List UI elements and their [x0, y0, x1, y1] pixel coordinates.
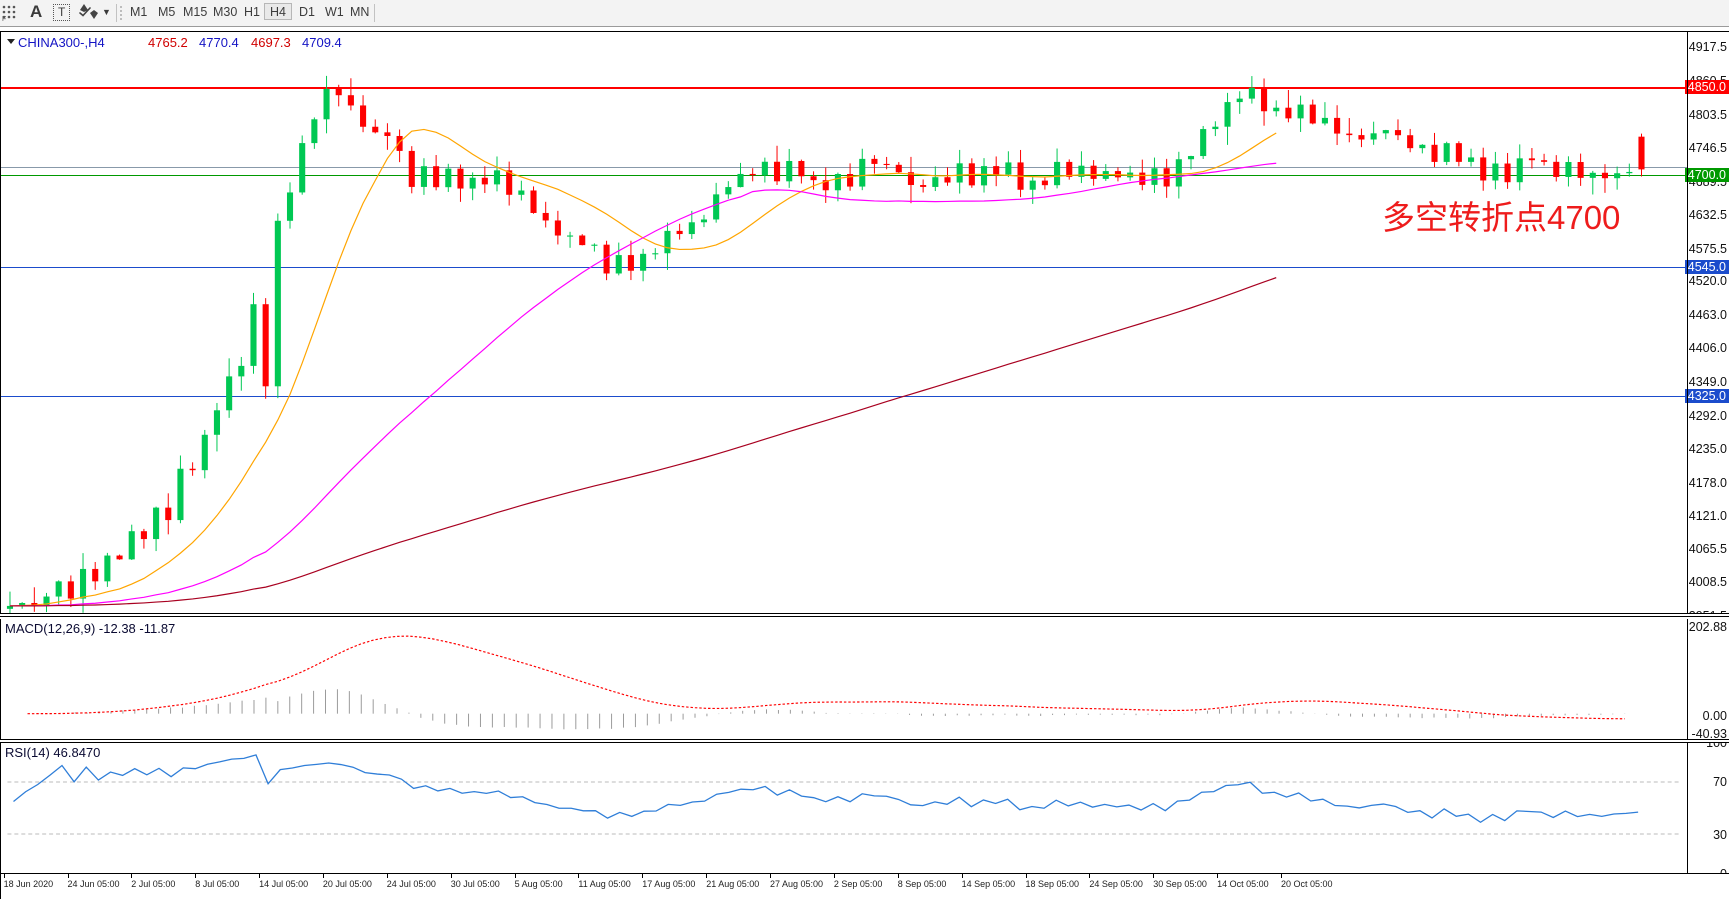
svg-text:F: F [2, 16, 6, 21]
